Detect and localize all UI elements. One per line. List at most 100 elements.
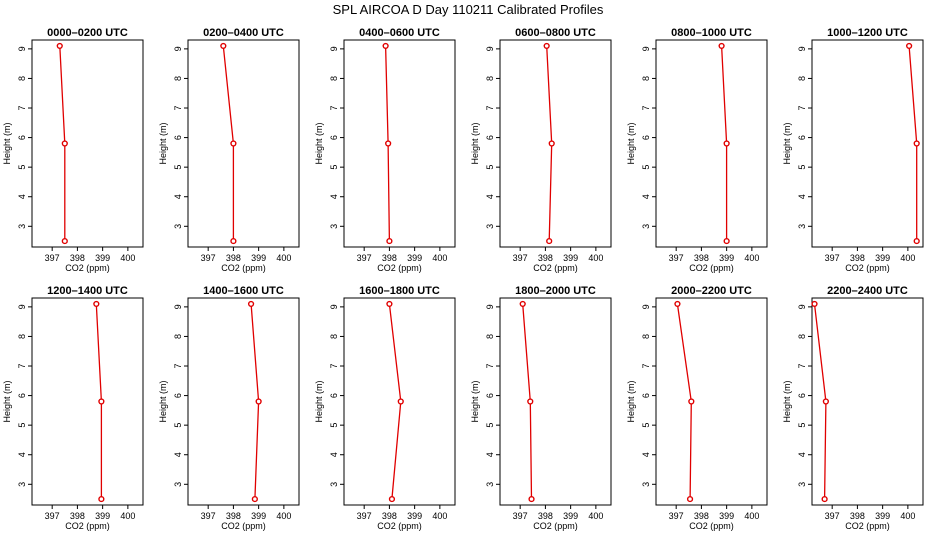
profile-point	[527, 398, 534, 405]
y-tick-label: 4	[797, 194, 807, 199]
x-tick-label: 397	[357, 511, 372, 521]
x-tick-label: 399	[563, 511, 578, 521]
y-tick-label: 6	[329, 393, 339, 398]
profile-panel: 0800–1000 UTC 397 398 399 400 CO2 (ppm) 3 4 5 6 7 8…	[626, 27, 768, 273]
panel-title: 2200–2400 UTC	[827, 285, 908, 297]
y-axis-label: Height (m)	[158, 380, 168, 422]
y-tick-label: 8	[329, 334, 339, 339]
profile-panel: 1600–1800 UTC 397 398 399 400 CO2 (ppm) 3 4 5 6 7 8…	[314, 285, 456, 531]
y-tick-label: 6	[797, 135, 807, 140]
plot-frame	[31, 39, 144, 248]
y-axis-label: Height (m)	[2, 380, 12, 422]
y-tick-label: 4	[329, 452, 339, 457]
x-tick-label: 397	[45, 511, 60, 521]
y-tick-label: 4	[797, 452, 807, 457]
profile-point	[528, 495, 535, 503]
y-tick-label: 6	[641, 393, 651, 398]
panel-title: 0800–1000 UTC	[671, 27, 752, 39]
y-tick-label: 6	[329, 135, 339, 140]
profile-point	[723, 237, 730, 245]
profile-point	[543, 42, 550, 50]
y-tick-label: 5	[173, 423, 183, 428]
y-tick-label: 4	[329, 194, 339, 199]
y-axis-label: Height (m)	[470, 380, 480, 422]
y-tick-label: 7	[641, 106, 651, 111]
y-tick-label: 9	[797, 46, 807, 51]
x-tick-label: 397	[45, 253, 60, 263]
x-tick-label: 399	[719, 253, 734, 263]
profile-point	[230, 140, 237, 147]
x-tick-label: 399	[95, 511, 110, 521]
x-tick-label: 399	[251, 511, 266, 521]
x-axis-label: CO2 (ppm)	[845, 521, 890, 531]
y-tick-label: 7	[173, 364, 183, 369]
x-axis-label: CO2 (ppm)	[377, 521, 422, 531]
profile-panel: 1200–1400 UTC 397 398 399 400 CO2 (ppm) 3 4 5 6 7 8…	[2, 285, 144, 531]
plot-frame	[655, 39, 768, 248]
y-tick-label: 3	[173, 224, 183, 229]
x-tick-label: 400	[588, 511, 603, 521]
y-tick-label: 8	[173, 76, 183, 81]
x-tick-label: 400	[120, 253, 135, 263]
y-tick-label: 9	[485, 304, 495, 309]
y-tick-label: 5	[797, 165, 807, 170]
profile-point	[382, 42, 389, 50]
x-tick-label: 397	[357, 253, 372, 263]
x-axis-label: CO2 (ppm)	[65, 521, 110, 531]
y-tick-label: 3	[329, 224, 339, 229]
y-tick-label: 3	[641, 482, 651, 487]
x-tick-label: 397	[201, 253, 216, 263]
figure-title: SPL AIRCOA D Day 110211 Calibrated Profi…	[333, 2, 604, 17]
y-tick-label: 7	[17, 364, 27, 369]
y-tick-label: 3	[797, 224, 807, 229]
y-tick-label: 4	[17, 194, 27, 199]
profile-point	[811, 300, 818, 308]
y-tick-label: 3	[797, 482, 807, 487]
y-tick-label: 5	[17, 165, 27, 170]
y-axis-label: Height (m)	[470, 122, 480, 164]
profile-point	[93, 300, 100, 308]
y-tick-label: 6	[485, 393, 495, 398]
panel-title: 0000–0200 UTC	[47, 27, 128, 39]
plot-frame	[811, 297, 924, 506]
x-axis-label: CO2 (ppm)	[533, 521, 578, 531]
y-tick-label: 6	[797, 393, 807, 398]
panel-title: 1400–1600 UTC	[203, 285, 284, 297]
x-tick-label: 399	[875, 253, 890, 263]
y-axis-label: Height (m)	[626, 380, 636, 422]
y-tick-label: 7	[485, 106, 495, 111]
profile-point	[546, 237, 553, 245]
y-tick-label: 3	[485, 224, 495, 229]
plot-frame	[187, 39, 300, 248]
panel-title: 1800–2000 UTC	[515, 285, 596, 297]
profile-point	[548, 140, 555, 147]
plot-frame	[31, 297, 144, 506]
y-tick-label: 8	[485, 76, 495, 81]
panel-title: 2000–2200 UTC	[671, 285, 752, 297]
y-tick-label: 3	[329, 482, 339, 487]
profile-point	[247, 300, 255, 308]
profile-panel: 1000–1200 UTC 397 398 399 400 CO2 (ppm) 3 4 5 6 7 8…	[782, 27, 924, 273]
x-tick-label: 399	[563, 253, 578, 263]
x-axis-label: CO2 (ppm)	[845, 263, 890, 273]
x-tick-label: 400	[276, 511, 291, 521]
y-tick-label: 9	[329, 46, 339, 51]
x-tick-label: 398	[694, 511, 709, 521]
y-tick-label: 9	[329, 304, 339, 309]
profile-point	[255, 398, 262, 405]
x-tick-label: 397	[669, 511, 684, 521]
x-tick-label: 399	[95, 253, 110, 263]
profile-point	[56, 42, 63, 50]
profile-point	[821, 495, 828, 503]
x-tick-label: 399	[719, 511, 734, 521]
profile-point	[822, 398, 829, 405]
y-tick-label: 6	[173, 393, 183, 398]
y-tick-label: 5	[641, 423, 651, 428]
y-tick-label: 8	[641, 334, 651, 339]
y-tick-label: 6	[17, 135, 27, 140]
profile-point	[61, 140, 68, 147]
x-tick-label: 400	[276, 253, 291, 263]
profile-point	[386, 237, 393, 245]
y-tick-label: 5	[173, 165, 183, 170]
x-tick-label: 399	[407, 253, 422, 263]
